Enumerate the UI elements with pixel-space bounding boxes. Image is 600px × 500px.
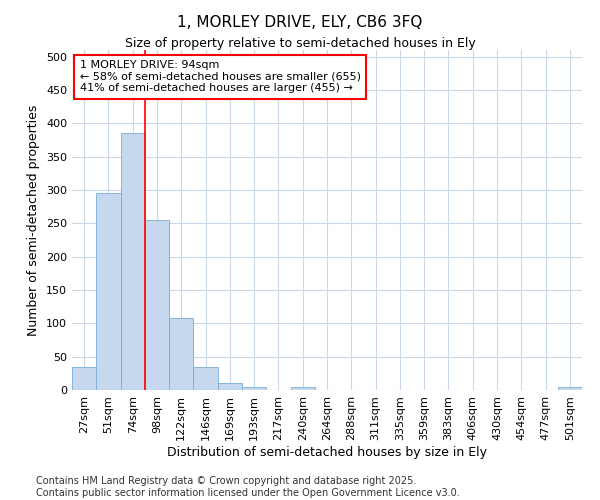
Bar — [145, 220, 169, 390]
Text: Size of property relative to semi-detached houses in Ely: Size of property relative to semi-detach… — [125, 38, 475, 51]
Bar — [72, 366, 96, 390]
Bar — [193, 366, 218, 390]
Bar — [121, 134, 145, 390]
Bar — [169, 318, 193, 390]
Y-axis label: Number of semi-detached properties: Number of semi-detached properties — [28, 104, 40, 336]
Bar — [218, 384, 242, 390]
Text: 1, MORLEY DRIVE, ELY, CB6 3FQ: 1, MORLEY DRIVE, ELY, CB6 3FQ — [178, 15, 422, 30]
Bar — [96, 194, 121, 390]
Bar — [558, 388, 582, 390]
Text: 1 MORLEY DRIVE: 94sqm
← 58% of semi-detached houses are smaller (655)
41% of sem: 1 MORLEY DRIVE: 94sqm ← 58% of semi-deta… — [80, 60, 361, 94]
Text: Contains HM Land Registry data © Crown copyright and database right 2025.
Contai: Contains HM Land Registry data © Crown c… — [36, 476, 460, 498]
Bar — [242, 386, 266, 390]
Bar — [290, 388, 315, 390]
X-axis label: Distribution of semi-detached houses by size in Ely: Distribution of semi-detached houses by … — [167, 446, 487, 458]
